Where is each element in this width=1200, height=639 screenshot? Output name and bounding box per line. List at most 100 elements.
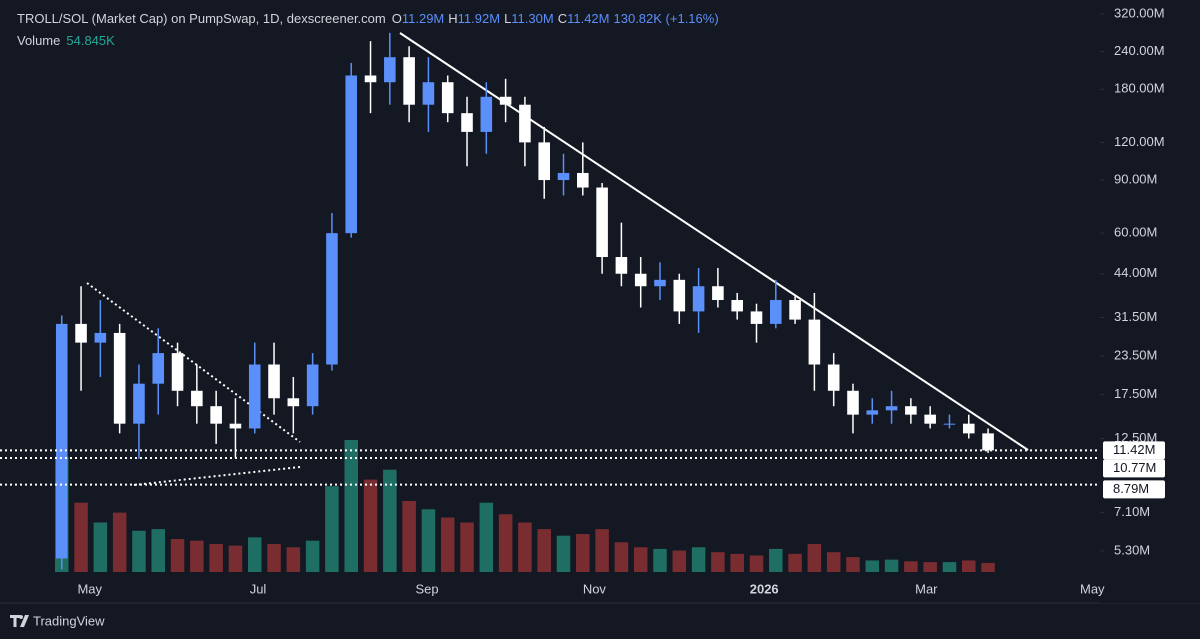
ohlc-value: 11.29M <box>402 11 444 26</box>
y-tick-label: 7.10M <box>1114 504 1150 519</box>
x-tick-label: Nov <box>583 581 607 596</box>
price-label-box <box>1103 480 1165 499</box>
y-tick-label: 90.00M <box>1114 171 1157 186</box>
candle-body <box>847 390 859 415</box>
price-label: 11.42M <box>1113 442 1155 457</box>
candle-body <box>422 82 435 105</box>
candle-body <box>982 433 994 451</box>
volume-bar <box>421 509 436 572</box>
x-tick-label: May <box>1080 581 1105 596</box>
volume-bar <box>151 529 165 572</box>
volume-bar <box>479 502 494 572</box>
y-tick-label: 320.00M <box>1114 5 1165 20</box>
volume-bar <box>691 547 706 572</box>
volume-bar <box>112 512 127 572</box>
candle-body <box>210 406 222 424</box>
change: 130.82K (+1.16%) <box>614 11 719 26</box>
volume-bar <box>363 479 378 572</box>
volume-legend: Volume 54.845K <box>17 33 115 48</box>
y-tick-label: 180.00M <box>1114 81 1165 96</box>
candle-body <box>403 57 415 105</box>
volume-bar <box>595 529 609 572</box>
candle-body <box>943 423 956 425</box>
y-tick-label: 12.50M <box>1114 430 1157 445</box>
y-tick-label: 31.50M <box>1114 309 1157 324</box>
volume-bar <box>498 514 513 572</box>
volume-bar <box>672 550 687 572</box>
volume-bar <box>440 517 455 572</box>
volume-bar <box>537 529 551 572</box>
volume-bar <box>865 560 880 572</box>
y-tick-label: 44.00M <box>1114 265 1157 280</box>
candle-body <box>55 323 68 559</box>
volume-bar <box>788 553 802 572</box>
volume-bar <box>981 562 995 572</box>
candle-body <box>731 300 743 312</box>
volume-bar <box>962 560 976 572</box>
candle-body <box>191 390 203 407</box>
ohlc-value: 11.42M <box>567 11 609 26</box>
ohlc-value: 11.30M <box>511 11 553 26</box>
volume-bar <box>807 543 822 572</box>
volume-bar <box>711 552 725 572</box>
x-tick-label: 2026 <box>750 581 779 596</box>
price-label-box <box>1103 441 1165 460</box>
wedge-line <box>86 282 301 443</box>
volume-bar <box>749 555 764 572</box>
brand-name: TradingView <box>33 613 105 628</box>
volume-bar <box>942 562 957 572</box>
volume-bar <box>383 469 397 572</box>
candle-body <box>461 113 473 132</box>
volume-bar <box>730 553 744 572</box>
volume-bar <box>826 552 841 572</box>
candle-body <box>654 279 666 287</box>
candle-body <box>94 332 107 343</box>
candle-body <box>712 286 724 301</box>
price-label: 8.79M <box>1113 481 1149 496</box>
volume-bar <box>286 547 301 572</box>
candle-body <box>519 104 531 143</box>
brand-logo <box>10 615 29 627</box>
y-tick-label: 120.00M <box>1114 134 1165 149</box>
volume-bar <box>653 548 667 572</box>
volume-bar <box>460 522 474 572</box>
volume-bar <box>344 440 358 572</box>
ohlc-key: L <box>504 11 511 26</box>
candle-body <box>789 300 801 320</box>
volume-bar <box>402 501 416 572</box>
candle-body <box>171 353 184 391</box>
volume-bar <box>904 561 918 572</box>
volume-bar <box>325 486 339 572</box>
candle-body <box>577 172 589 188</box>
candle-body <box>113 332 126 424</box>
price-axis: 320.00M 240.00M 180.00M 120.00M 90.00M 60.00M… <box>1100 0 1200 603</box>
candle-body <box>770 300 782 324</box>
candle-body <box>268 364 280 399</box>
y-tick-label: 60.00M <box>1114 225 1157 240</box>
candle-body <box>596 187 608 258</box>
price-label-box <box>1103 459 1165 478</box>
ohlc-key: H <box>448 11 457 26</box>
brand: TradingView <box>10 613 105 628</box>
volume-bar <box>132 530 146 572</box>
y-tick-label: 23.50M <box>1114 347 1157 362</box>
candle-body <box>827 364 840 391</box>
volume-bar <box>633 547 648 572</box>
volume-value: 54.845K <box>66 33 115 48</box>
x-tick-label: Sep <box>415 581 438 596</box>
volume-bar <box>267 543 281 572</box>
candle-body <box>692 286 705 312</box>
volume-bar <box>305 540 320 572</box>
y-tick-label: 240.00M <box>1114 43 1165 58</box>
x-tick-label: Mar <box>915 581 938 596</box>
volume-bar <box>190 540 204 572</box>
legend-header: TROLL/SOL (Market Cap) on PumpSwap, 1D, … <box>17 11 719 26</box>
candle-body <box>499 96 512 105</box>
chart-title: TROLL/SOL (Market Cap) on PumpSwap, 1D, … <box>17 11 386 26</box>
candle-body <box>557 172 570 181</box>
volume-bar <box>93 522 108 572</box>
candle-body <box>248 364 261 429</box>
volume-bar <box>846 557 860 572</box>
